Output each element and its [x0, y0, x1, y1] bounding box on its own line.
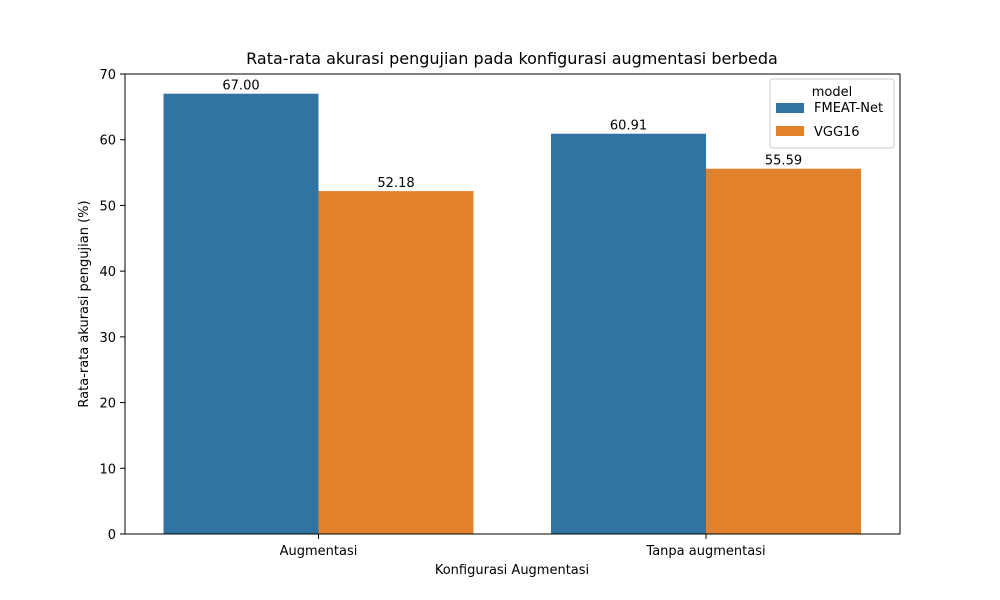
y-axis-label: Rata-rata akurasi pengujian (%): [77, 200, 92, 407]
data-label-fmeat-net-1: 67.00: [222, 79, 259, 94]
y-tick-label-10: 10: [99, 462, 116, 477]
legend-swatch-vgg16: [776, 126, 804, 136]
y-tick-label-70: 70: [99, 68, 116, 83]
bar-fmeat-net-2: [551, 133, 706, 534]
x-tick-label-2: Tanpa augmentasi: [645, 544, 765, 559]
y-tick-label-50: 50: [99, 199, 116, 214]
data-labels-layer: 67.00 60.91 52.18 55.59: [222, 79, 802, 191]
legend-swatch-fmeat-net: [776, 103, 804, 113]
bar-vgg16-1: [318, 191, 474, 535]
x-axis-label: Konfigurasi Augmentasi: [435, 563, 589, 578]
legend-label-fmeat-net: FMEAT-Net: [814, 101, 883, 116]
y-tick-label-40: 40: [99, 265, 116, 280]
ticks-layer: 0 10 20 30 40 50 60 70 Augmentasi Tanpa augmentas…: [99, 68, 765, 559]
bar-vgg16-2: [706, 168, 861, 535]
data-label-vgg16-1: 52.18: [377, 176, 414, 191]
plot-frame: [124, 73, 901, 535]
legend-title: model: [812, 85, 852, 100]
data-label-fmeat-net-2: 60.91: [610, 119, 647, 134]
axes-layer: [124, 73, 901, 535]
y-tick-label-60: 60: [99, 134, 116, 149]
y-tick-label-0: 0: [108, 528, 116, 543]
bar-fmeat-net-1: [163, 93, 319, 534]
chart-title: Rata-rata akurasi pengujian pada konfigu…: [246, 49, 778, 68]
legend-label-vgg16: VGG16: [814, 125, 860, 140]
y-tick-label-20: 20: [99, 397, 116, 412]
legend: model FMEAT-Net VGG16: [769, 78, 895, 149]
y-tick-label-30: 30: [99, 331, 116, 346]
x-tick-label-1: Augmentasi: [280, 544, 358, 559]
data-label-vgg16-2: 55.59: [765, 154, 802, 169]
bars-layer: [163, 93, 861, 535]
